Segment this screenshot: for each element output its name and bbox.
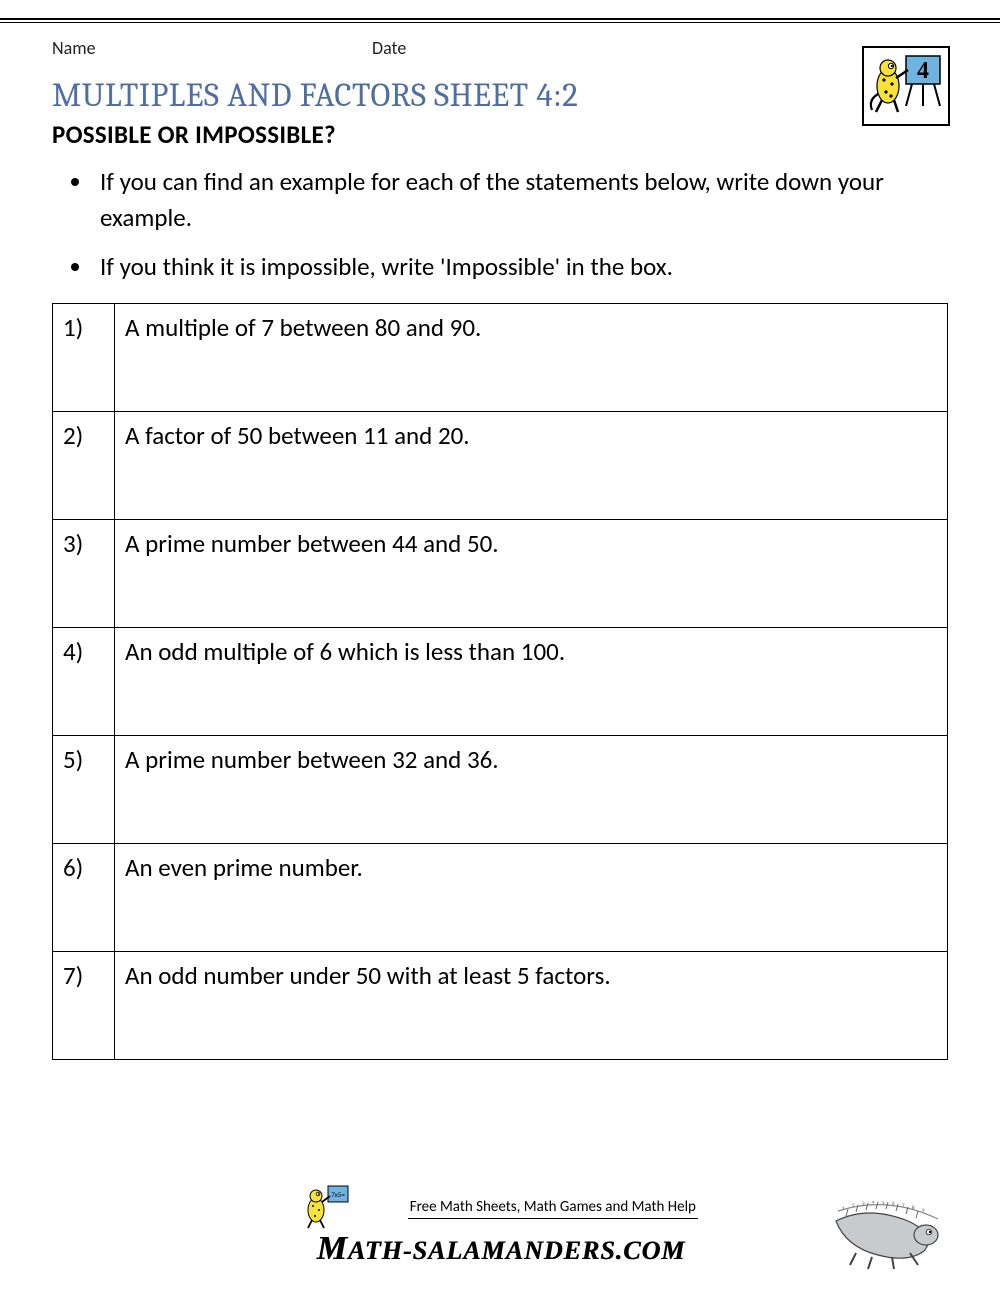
question-text: A prime number between 32 and 36. bbox=[115, 735, 948, 843]
footer-salamander-icon: 7x5= bbox=[302, 1184, 352, 1230]
instructions-list: If you can find an example for each of t… bbox=[72, 164, 948, 285]
question-number: 1) bbox=[53, 303, 115, 411]
footer-tagline: Free Math Sheets, Math Games and Math He… bbox=[408, 1198, 698, 1219]
svg-text:7x5=: 7x5= bbox=[331, 1190, 345, 1199]
question-text: A prime number between 44 and 50. bbox=[115, 519, 948, 627]
footer-critter-icon: 123 456 789 bbox=[828, 1201, 948, 1276]
question-number: 2) bbox=[53, 411, 115, 519]
name-label: Name bbox=[52, 37, 372, 59]
content-area: Name Date 4 bbox=[0, 37, 1000, 1060]
footer-site-prefix: M bbox=[317, 1230, 348, 1267]
instruction-item: If you think it is impossible, write 'Im… bbox=[94, 249, 948, 285]
questions-table: 1) A multiple of 7 between 80 and 90. 2)… bbox=[52, 303, 948, 1060]
header-row: Name Date bbox=[52, 37, 948, 59]
date-label: Date bbox=[372, 37, 406, 59]
question-number: 3) bbox=[53, 519, 115, 627]
question-number: 5) bbox=[53, 735, 115, 843]
header-fields: Name Date bbox=[52, 37, 552, 59]
worksheet-subtitle: POSSIBLE OR IMPOSSIBLE? bbox=[52, 119, 948, 150]
question-number: 7) bbox=[53, 951, 115, 1059]
table-row: 5) A prime number between 32 and 36. bbox=[53, 735, 948, 843]
table-row: 7) An odd number under 50 with at least … bbox=[53, 951, 948, 1059]
grade-badge-icon: 4 bbox=[866, 50, 946, 122]
question-text: A multiple of 7 between 80 and 90. bbox=[115, 303, 948, 411]
svg-text:7: 7 bbox=[902, 1203, 905, 1209]
table-row: 1) A multiple of 7 between 80 and 90. bbox=[53, 303, 948, 411]
worksheet-page: Name Date 4 bbox=[0, 0, 1000, 1294]
svg-text:3: 3 bbox=[862, 1201, 865, 1207]
worksheet-title: MULTIPLES AND FACTORS SHEET 4:2 bbox=[52, 77, 948, 115]
question-text: A factor of 50 between 11 and 20. bbox=[115, 411, 948, 519]
question-number: 6) bbox=[53, 843, 115, 951]
table-row: 3) A prime number between 44 and 50. bbox=[53, 519, 948, 627]
table-row: 2) A factor of 50 between 11 and 20. bbox=[53, 411, 948, 519]
question-text: An even prime number. bbox=[115, 843, 948, 951]
footer-center: 7x5= Free Math Sheets, Math Games and Ma… bbox=[302, 1184, 698, 1276]
top-double-rule bbox=[0, 18, 1000, 23]
question-text: An odd number under 50 with at least 5 f… bbox=[115, 951, 948, 1059]
instruction-item: If you can find an example for each of t… bbox=[94, 164, 948, 237]
question-number: 4) bbox=[53, 627, 115, 735]
table-row: 4) An odd multiple of 6 which is less th… bbox=[53, 627, 948, 735]
table-row: 6) An even prime number. bbox=[53, 843, 948, 951]
svg-text:4: 4 bbox=[872, 1201, 875, 1206]
footer-site-rest: ATH-SALAMANDERS.COM bbox=[348, 1236, 686, 1265]
grade-badge: 4 bbox=[862, 46, 950, 126]
question-text: An odd multiple of 6 which is less than … bbox=[115, 627, 948, 735]
footer-site-logo: MATH-SALAMANDERS.COM bbox=[315, 1236, 686, 1265]
svg-text:2: 2 bbox=[852, 1203, 855, 1209]
grade-number: 4 bbox=[917, 58, 929, 84]
